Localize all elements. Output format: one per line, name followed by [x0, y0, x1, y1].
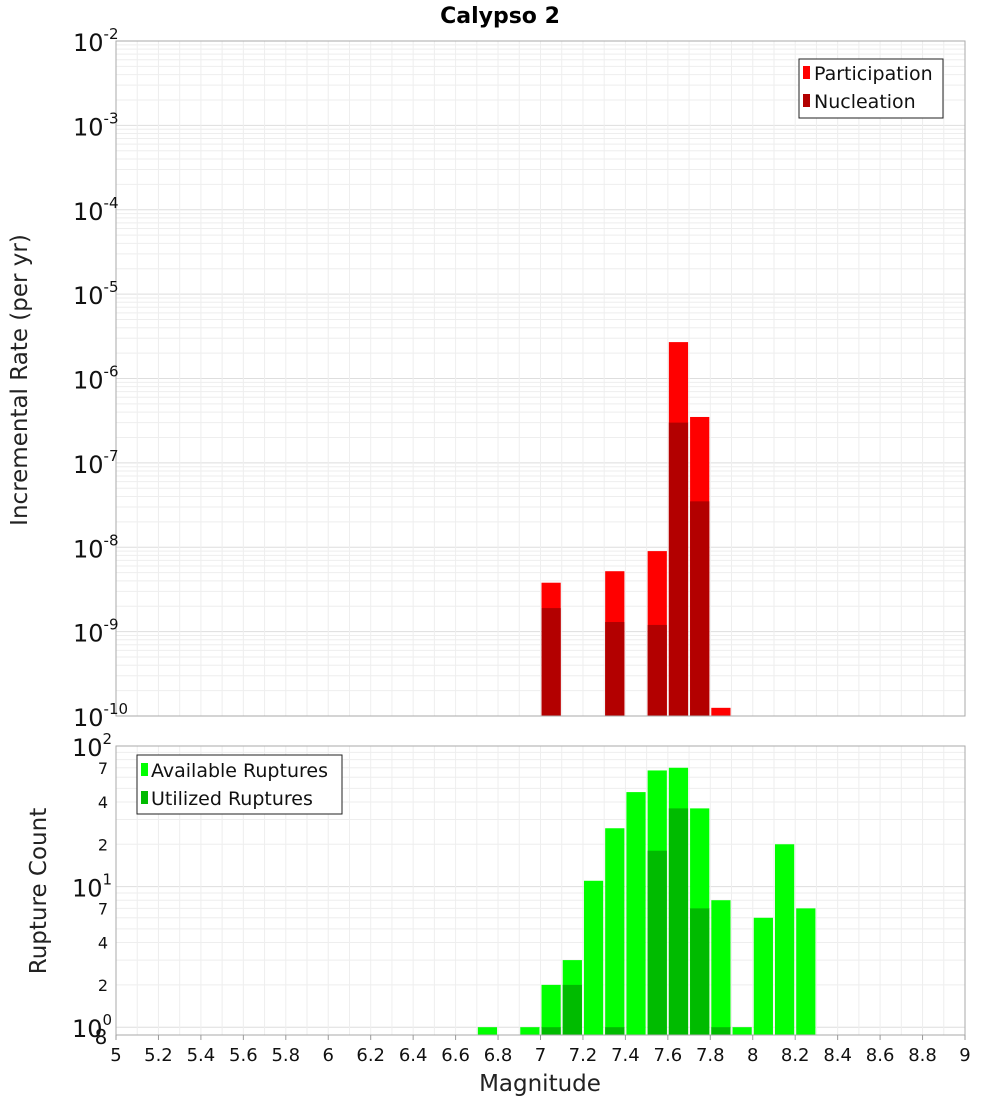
rupture-bars: [477, 767, 816, 1035]
rupture-y-minor-tick-label: 7: [98, 899, 108, 918]
rupture-y-tick-label: 100: [72, 1011, 112, 1043]
utilized-ruptures-bar: [605, 1027, 625, 1035]
rate-y-tick-label: 10-5: [73, 278, 119, 310]
rate-y-axis-title: Incremental Rate (per yr): [7, 234, 33, 526]
x-tick-label: 8: [747, 1045, 758, 1066]
x-tick-label: 5: [110, 1045, 121, 1066]
nucleation-bar: [668, 422, 689, 716]
rate-y-tick-label: 10-3: [73, 109, 119, 141]
x-tick-label: 7: [535, 1045, 546, 1066]
rate-legend: Participation Nucleation: [798, 58, 944, 119]
rate-y-tick-labels: 10-2 10-3 10-4 10-5 10-6 10-7 10-8 10-9 10-10: [73, 25, 128, 732]
nucleation-bar: [690, 501, 710, 716]
legend-swatch-participation: [803, 66, 810, 79]
legend-label-nucleation: Nucleation: [814, 91, 916, 113]
rupture-y-tick-labels: 102 101 100 7 4 2 7 4 2 8: [72, 730, 112, 1049]
rate-y-tick-label: 10-6: [73, 363, 119, 395]
rupture-legend-box: [136, 754, 343, 815]
rupture-y-minor-tick-label: 2: [98, 976, 108, 995]
available-ruptures-bar: [541, 984, 561, 1035]
rate-plot-border: [115, 40, 966, 717]
x-tick-label: 8.4: [823, 1045, 852, 1066]
rate-y-tick-label: 10-9: [73, 616, 119, 648]
x-tick-label: 6.6: [441, 1045, 470, 1066]
x-tick-label: 5.8: [271, 1045, 300, 1066]
rate-y-tick-label: 10-2: [73, 25, 119, 57]
available-ruptures-bar: [605, 828, 625, 1035]
utilized-ruptures-bar: [711, 1027, 731, 1035]
x-axis-title: Magnitude: [479, 1071, 601, 1097]
rate-legend-box: [798, 58, 944, 119]
x-tick-labels: 5 5.2 5.4 5.6 5.8 6 6.2 6.4 6.6 6.8 7 7.2 7.4 7.6 7.8 8…: [110, 1035, 971, 1066]
rupture-y-tick-label: 101: [72, 871, 112, 903]
rate-y-tick-label: 10-4: [73, 194, 119, 226]
rate-panel: 10-2 10-3 10-4 10-5 10-6 10-7 10-8 10-9 10-10 In…: [7, 25, 966, 732]
rate-bars: [541, 342, 731, 716]
x-tick-label: 9: [959, 1045, 970, 1066]
x-tick-label: 5.4: [187, 1045, 216, 1066]
x-tick-label: 6.4: [399, 1045, 428, 1066]
rupture-count-panel: 102 101 100 7 4 2 7 4 2 8 5 5.2 5.4 5.6 5.8 6 6.2 6.4 6.6…: [26, 730, 971, 1097]
rupture-y-minor-tick-label: 8: [95, 1025, 108, 1049]
chart-title: Calypso 2: [440, 4, 560, 29]
available-ruptures-bar: [583, 880, 604, 1035]
x-tick-label: 5.2: [144, 1045, 173, 1066]
rupture-y-axis-title: Rupture Count: [26, 808, 52, 974]
available-ruptures-bar: [753, 917, 773, 1035]
x-tick-label: 6.8: [484, 1045, 513, 1066]
x-tick-label: 6: [323, 1045, 334, 1066]
nucleation-bar: [605, 622, 625, 716]
legend-label-utilized: Utilized Ruptures: [151, 788, 313, 810]
x-tick-label: 7.4: [611, 1045, 640, 1066]
available-ruptures-bar: [711, 900, 731, 1035]
x-tick-label: 7.6: [654, 1045, 683, 1066]
available-ruptures-bar: [626, 792, 646, 1035]
x-tick-label: 8.8: [908, 1045, 937, 1066]
rate-y-tick-label: 10-8: [73, 531, 119, 563]
x-tick-label: 7.2: [569, 1045, 598, 1066]
utilized-ruptures-bar: [690, 908, 710, 1035]
x-tick-label: 5.6: [229, 1045, 258, 1066]
available-ruptures-bar: [732, 1027, 752, 1035]
rupture-y-tick-label: 102: [72, 730, 112, 762]
utilized-ruptures-bar: [647, 850, 667, 1035]
rate-gridlines: [115, 41, 966, 717]
rupture-legend: Available Ruptures Utilized Ruptures: [136, 754, 343, 815]
legend-label-participation: Participation: [814, 63, 933, 85]
nucleation-bar: [647, 624, 667, 716]
available-ruptures-bar: [796, 908, 816, 1035]
available-ruptures-bar: [520, 1027, 540, 1035]
rupture-y-minor-tick-label: 2: [98, 835, 108, 854]
available-ruptures-bar: [477, 1027, 498, 1035]
legend-swatch-nucleation: [803, 94, 810, 107]
utilized-ruptures-bar: [668, 808, 689, 1035]
x-tick-label: 6.2: [356, 1045, 385, 1066]
rate-y-tick-label: 10-7: [73, 447, 119, 479]
x-tick-label: 8.6: [866, 1045, 895, 1066]
rupture-y-minor-tick-label: 7: [98, 759, 108, 778]
x-tick-label: 8.2: [781, 1045, 810, 1066]
rate-y-tick-label: 10-10: [73, 700, 128, 732]
utilized-ruptures-bar: [562, 984, 582, 1035]
participation-bar: [711, 707, 731, 716]
nucleation-bar: [541, 608, 561, 716]
legend-swatch-available: [141, 763, 148, 776]
available-ruptures-bar: [774, 844, 795, 1035]
utilized-ruptures-bar: [541, 1027, 561, 1035]
rupture-y-minor-tick-label: 4: [98, 934, 108, 953]
legend-label-available: Available Ruptures: [151, 760, 328, 782]
rupture-y-minor-tick-label: 4: [98, 793, 108, 812]
legend-swatch-utilized: [141, 791, 148, 804]
x-tick-label: 7.8: [696, 1045, 725, 1066]
